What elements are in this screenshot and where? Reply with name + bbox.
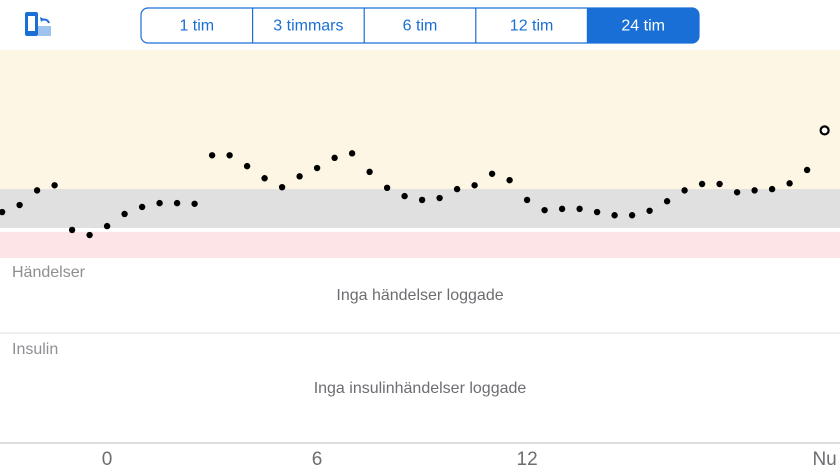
x-tick-label: 12 [517, 449, 538, 470]
reading-dot [68, 226, 76, 234]
reading-dot [611, 212, 618, 219]
reading-dot [401, 192, 408, 200]
reading-dot [208, 152, 216, 159]
x-axis: 0 6 12 Nu [102, 449, 837, 470]
reading-dot [33, 187, 41, 194]
range-button[interactable]: 1 tim [179, 18, 214, 35]
reading-dot [261, 175, 268, 182]
range-button[interactable]: 6 tim [403, 18, 438, 35]
low-zone [0, 231, 840, 258]
reading-dot [786, 180, 793, 187]
x-tick-label: 0 [102, 449, 113, 470]
reading-dot [0, 208, 6, 216]
current-reading [819, 125, 830, 136]
reading-dot [226, 152, 233, 159]
reading-dot [436, 194, 443, 202]
reading-dot [313, 164, 321, 172]
reading-dot [523, 196, 531, 204]
reading-dot [86, 231, 93, 239]
selected-range-bg [587, 8, 699, 43]
x-tick-label: 6 [312, 449, 323, 470]
reading-dot [383, 184, 391, 192]
reading-dot [698, 180, 706, 188]
reading-dot [16, 201, 23, 209]
range-button[interactable]: 3 timmars [273, 18, 343, 35]
reading-dot [716, 180, 723, 188]
reading-dot [51, 182, 58, 189]
reading-dot [471, 182, 478, 189]
reading-dot [576, 205, 583, 213]
reading-dot [243, 162, 251, 170]
reading-dot [348, 150, 356, 157]
target-zone [0, 189, 840, 229]
x-tick-label: Nu [812, 449, 836, 470]
reading-dot [768, 185, 776, 193]
reading-dot [366, 168, 373, 176]
range-selector: 1 tim 3 timmars 6 tim 12 tim 24 tim [140, 7, 700, 44]
reading-dot [103, 222, 111, 230]
plot-area [0, 50, 840, 258]
reading-dot [558, 205, 566, 213]
section-title: Insulin [12, 341, 58, 358]
reading-dot [646, 207, 653, 214]
reading-dot [156, 199, 163, 207]
empty-message: Inga insulinhändelser loggade [314, 380, 527, 397]
reading-dot [453, 185, 461, 193]
range-button[interactable]: 12 tim [510, 18, 554, 35]
reading-dot [733, 189, 741, 196]
reading-dot [593, 208, 601, 216]
log-sections: Händelser Inga händelser loggade Insulin In… [0, 264, 840, 397]
reading-dot [278, 183, 286, 191]
reading-dot [296, 173, 303, 180]
reading-dot [663, 198, 671, 205]
reading-dot [803, 166, 811, 174]
rotate-icon[interactable] [25, 12, 51, 36]
reading-dot [138, 203, 146, 211]
reading-dot [628, 212, 636, 219]
empty-message: Inga händelser loggade [336, 287, 503, 304]
section-title: Händelser [12, 264, 86, 281]
reading-dot [331, 154, 338, 162]
reading-dot [191, 200, 198, 207]
reading-dot [751, 187, 758, 194]
reading-dot [173, 199, 181, 207]
reading-dot [681, 187, 688, 194]
reading-dot [506, 176, 513, 184]
reading-dot [541, 206, 548, 214]
reading-dot [121, 210, 128, 218]
range-button[interactable]: 24 tim [621, 18, 665, 35]
reading-dot [418, 196, 426, 204]
reading-dot [488, 170, 496, 177]
high-zone [0, 50, 840, 190]
